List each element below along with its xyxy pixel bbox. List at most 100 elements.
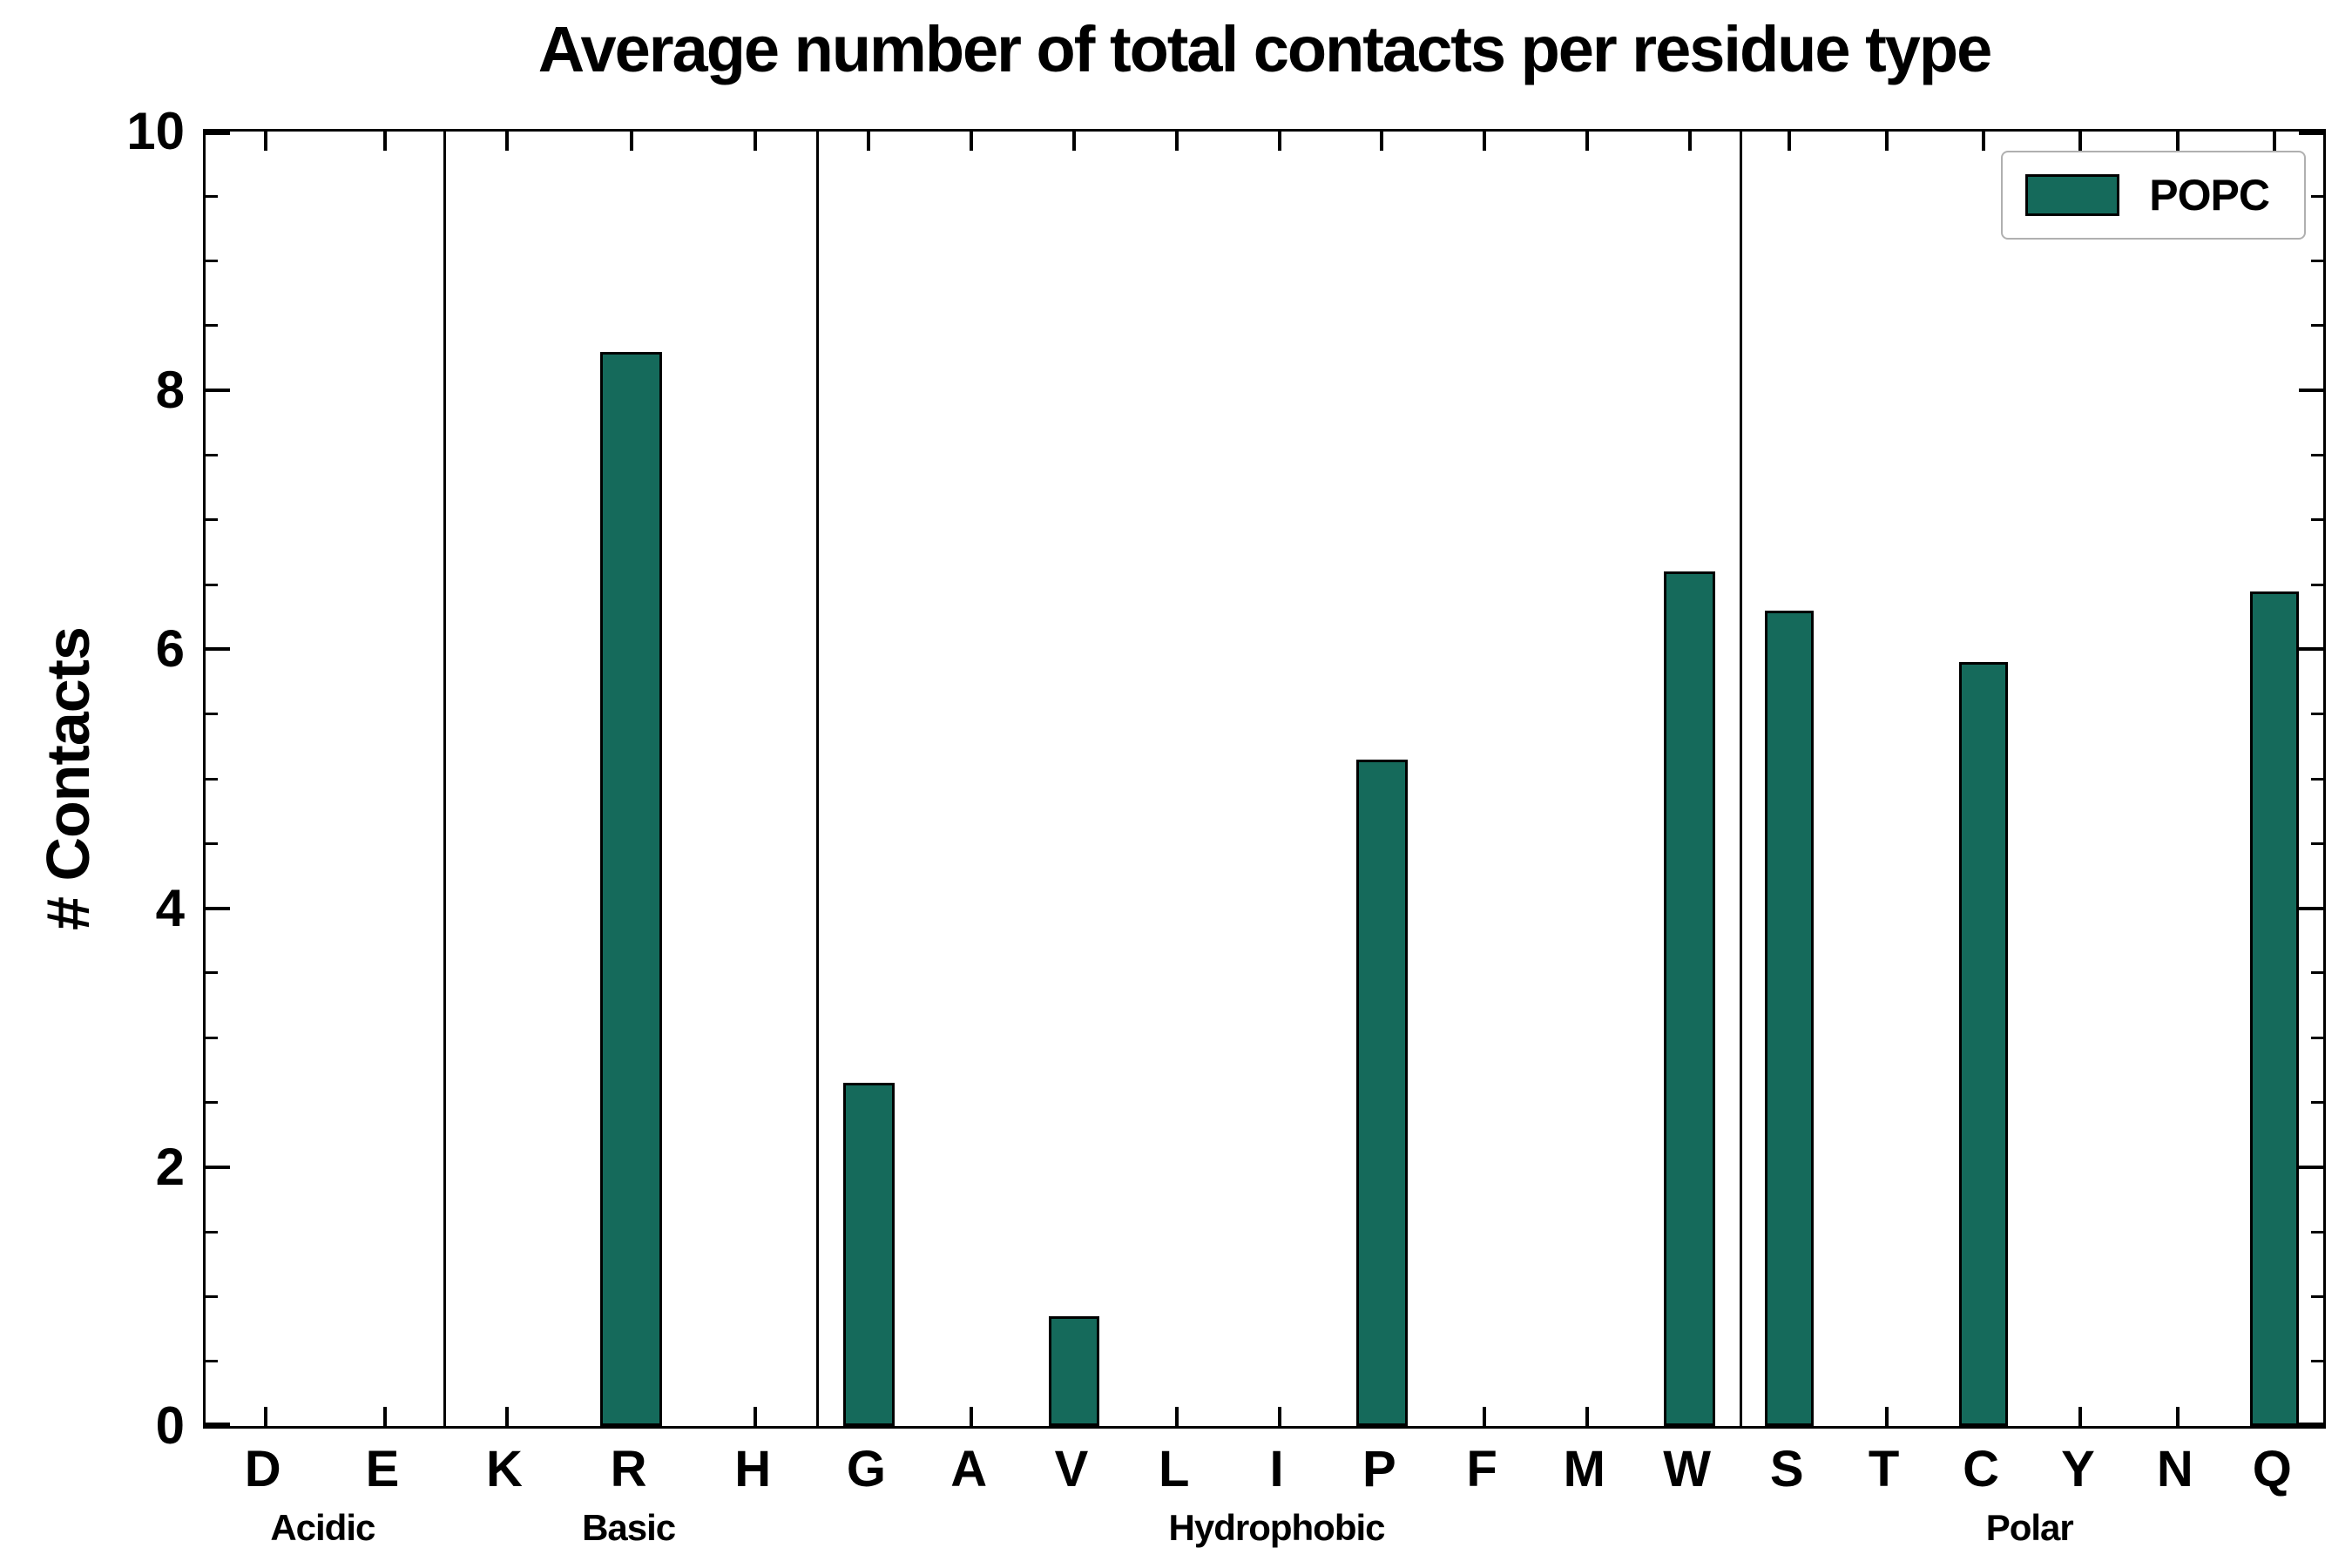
x-tick-bottom [505,1407,509,1426]
group-label-basic: Basic [582,1507,676,1548]
y-minor-tick-right [2311,713,2323,716]
x-axis-group-labels: Acidic Basic Hydrophobic Polar [203,1505,2326,1552]
x-tick-top [505,132,509,151]
x-tick-top [1884,132,1889,151]
x-tick-bottom [383,1407,388,1426]
x-tick-top [1585,132,1589,151]
y-major-tick-right [2299,647,2323,652]
x-tick-bottom [1277,1407,1281,1426]
y-minor-tick-left [206,194,218,198]
y-minor-tick-left [206,454,218,456]
x-letter-F: F [1466,1441,1497,1497]
y-axis-tick-labels: 0 2 4 6 8 10 [0,102,185,1455]
x-tick-top [629,132,633,151]
y-minor-tick-right [2311,971,2323,975]
x-letter-V: V [1054,1441,1089,1497]
x-tick-bottom [1884,1407,1889,1426]
x-letter-C: C [1963,1441,1999,1497]
y-minor-tick-right [2311,454,2323,456]
y-major-tick-right [2299,389,2323,393]
x-tick-top [1687,132,1692,151]
y-minor-tick-right [2311,1036,2323,1039]
x-letter-R: R [610,1441,647,1497]
bar-S [1765,610,1815,1426]
x-tick-top [2175,132,2180,151]
y-minor-tick-right [2311,777,2323,781]
y-minor-tick-left [206,841,218,845]
y-minor-tick-left [206,1294,218,1298]
y-minor-tick-right [2311,518,2323,522]
group-label-hydrophobic: Hydrophobic [1168,1507,1386,1548]
y-tick-label: 6 [155,619,185,679]
x-tick-top [867,132,871,151]
x-letter-I: I [1269,1441,1284,1497]
group-label-acidic: Acidic [270,1507,375,1548]
y-minor-tick-left [206,260,218,263]
y-major-tick-right [2299,132,2323,135]
y-major-tick-right [2299,1165,2323,1169]
x-letter-E: E [365,1441,400,1497]
x-tick-bottom [263,1407,267,1426]
legend: POPC [2001,151,2306,240]
y-major-tick-left [206,1165,230,1169]
x-tick-top [263,132,267,151]
y-minor-tick-left [206,1101,218,1104]
plot-area: POPC [203,129,2326,1429]
y-minor-tick-left [206,713,218,716]
y-minor-tick-right [2311,260,2323,263]
group-separator [816,132,820,1426]
y-minor-tick-right [2311,841,2323,845]
x-letter-H: H [734,1441,772,1497]
x-tick-top [1277,132,1281,151]
x-tick-bottom [2078,1407,2083,1426]
x-tick-top [1071,132,1076,151]
x-letter-D: D [244,1441,281,1497]
x-letter-T: T [1868,1441,1900,1497]
y-tick-label: 2 [155,1137,185,1196]
x-tick-top [2273,132,2277,151]
group-separator [443,132,447,1426]
y-minor-tick-right [2311,324,2323,328]
x-tick-top [1483,132,1487,151]
x-letter-W: W [1663,1441,1711,1497]
y-major-tick-left [206,906,230,910]
x-letter-P: P [1362,1441,1396,1497]
group-label-polar: Polar [1985,1507,2074,1548]
x-tick-top [383,132,388,151]
x-tick-top [1788,132,1792,151]
y-minor-tick-left [206,518,218,522]
bar-G [843,1083,895,1426]
x-letter-K: K [486,1441,523,1497]
x-letter-S: S [1769,1441,1804,1497]
x-tick-bottom [1174,1407,1179,1426]
y-minor-tick-left [206,324,218,328]
x-tick-top [754,132,758,151]
x-tick-bottom [970,1407,974,1426]
y-minor-tick-left [206,777,218,781]
x-letter-M: M [1563,1441,1605,1497]
x-letter-A: A [950,1441,988,1497]
y-minor-tick-right [2311,1230,2323,1233]
x-letter-Y: Y [2061,1441,2095,1497]
bar-Q [2250,591,2300,1426]
chart-title: Average number of total contacts per res… [537,13,1993,85]
x-tick-top [1982,132,1986,151]
bar-V [1048,1315,1100,1426]
legend-swatch-popc [2025,174,2120,216]
y-minor-tick-right [2311,1294,2323,1298]
y-minor-tick-right [2311,194,2323,198]
y-minor-tick-left [206,583,218,586]
y-tick-label: 10 [126,102,185,160]
y-major-tick-left [206,647,230,652]
y-minor-tick-left [206,1036,218,1039]
bar-P [1355,759,1408,1426]
legend-label-popc: POPC [2149,171,2270,220]
y-major-tick-left [206,1423,230,1426]
x-tick-bottom [1483,1407,1487,1426]
y-major-tick-left [206,389,230,393]
x-tick-top [970,132,974,151]
y-major-tick-right [2299,906,2323,910]
y-minor-tick-left [206,1230,218,1233]
